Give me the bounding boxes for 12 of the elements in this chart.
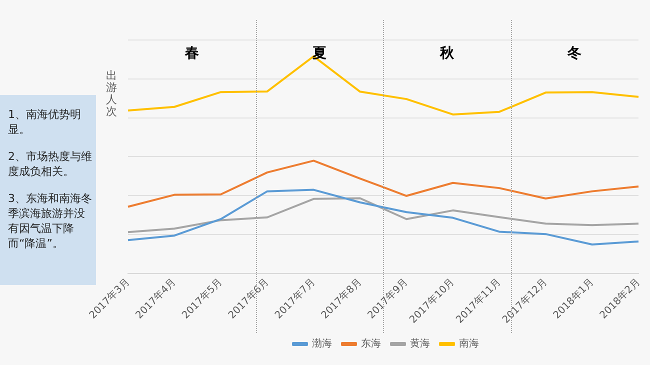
legend-label: 渤海: [312, 338, 332, 350]
legend-label: 黄海: [410, 338, 430, 350]
text: 2、市场热度与维度成负相关。: [8, 149, 92, 179]
annotation: 夏: [311, 46, 326, 62]
legend-label: 南海: [459, 338, 479, 350]
annotation: 秋: [439, 46, 456, 62]
annotation: 春: [184, 46, 199, 62]
annotation: 冬: [566, 46, 582, 62]
legend-label: 东海: [361, 338, 381, 350]
text: 1、南海优势明显。: [8, 107, 82, 137]
text: 3、东海和南海冬季滨海旅游并没有因气温下降而“降温”。: [8, 191, 92, 251]
y-axis-title: 出游人次: [106, 69, 117, 118]
